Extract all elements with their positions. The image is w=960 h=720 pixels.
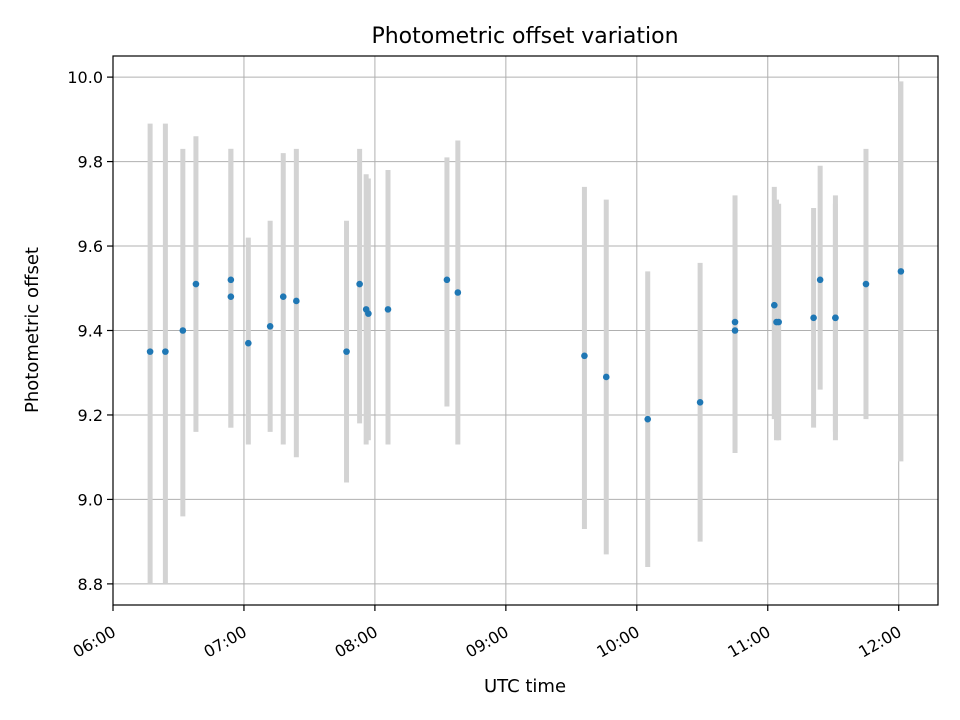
x-tick-label: 12:00 bbox=[855, 622, 904, 662]
data-point bbox=[731, 318, 739, 326]
data-point bbox=[227, 276, 235, 284]
data-point bbox=[356, 280, 363, 288]
y-tick-label: 8.8 bbox=[78, 575, 103, 594]
data-point bbox=[731, 327, 739, 334]
x-tick-label: 06:00 bbox=[70, 622, 119, 662]
x-tick-label: 07:00 bbox=[201, 622, 250, 662]
data-point bbox=[179, 327, 187, 334]
data-point bbox=[266, 322, 274, 330]
data-point bbox=[192, 280, 200, 288]
data-point bbox=[810, 314, 817, 322]
chart-title: Photometric offset variation bbox=[371, 24, 678, 49]
y-axis-ticks: 8.8 9.0 9.2 9.4 9.6 9.8 10.0 bbox=[67, 68, 113, 594]
data-point bbox=[343, 348, 350, 355]
data-point bbox=[454, 289, 462, 296]
data-point bbox=[162, 348, 169, 355]
x-tick-label: 09:00 bbox=[462, 622, 511, 662]
x-tick-label: 11:00 bbox=[724, 622, 773, 662]
x-tick-label: 08:00 bbox=[331, 622, 380, 662]
data-point bbox=[146, 348, 154, 355]
data-point bbox=[816, 276, 824, 284]
data-point bbox=[443, 276, 451, 284]
data-point bbox=[279, 293, 287, 301]
y-tick-label: 10.0 bbox=[67, 68, 103, 87]
data-point bbox=[245, 339, 252, 347]
y-tick-label: 9.8 bbox=[78, 153, 103, 172]
x-tick-label: 10:00 bbox=[593, 622, 642, 662]
y-tick-label: 9.0 bbox=[78, 490, 103, 509]
x-axis-ticks: 06:00 07:00 08:00 09:00 10:00 11:00 12:00 bbox=[70, 605, 905, 662]
data-point bbox=[862, 280, 870, 288]
data-point bbox=[227, 293, 235, 301]
x-axis-label: UTC time bbox=[484, 676, 566, 697]
data-point bbox=[771, 301, 778, 309]
data-point bbox=[775, 318, 782, 326]
data-point bbox=[897, 268, 905, 275]
data-point bbox=[384, 306, 392, 313]
y-axis-label: Photometric offset bbox=[22, 247, 43, 413]
data-point bbox=[365, 310, 372, 317]
data-point bbox=[581, 352, 588, 360]
data-point bbox=[644, 415, 652, 423]
data-point bbox=[696, 398, 704, 406]
data-point bbox=[293, 297, 300, 305]
data-points bbox=[146, 268, 905, 423]
data-point bbox=[832, 314, 839, 322]
y-tick-label: 9.2 bbox=[78, 406, 103, 425]
y-tick-label: 9.6 bbox=[78, 237, 103, 256]
data-point bbox=[602, 373, 610, 381]
y-tick-label: 9.4 bbox=[78, 322, 103, 341]
